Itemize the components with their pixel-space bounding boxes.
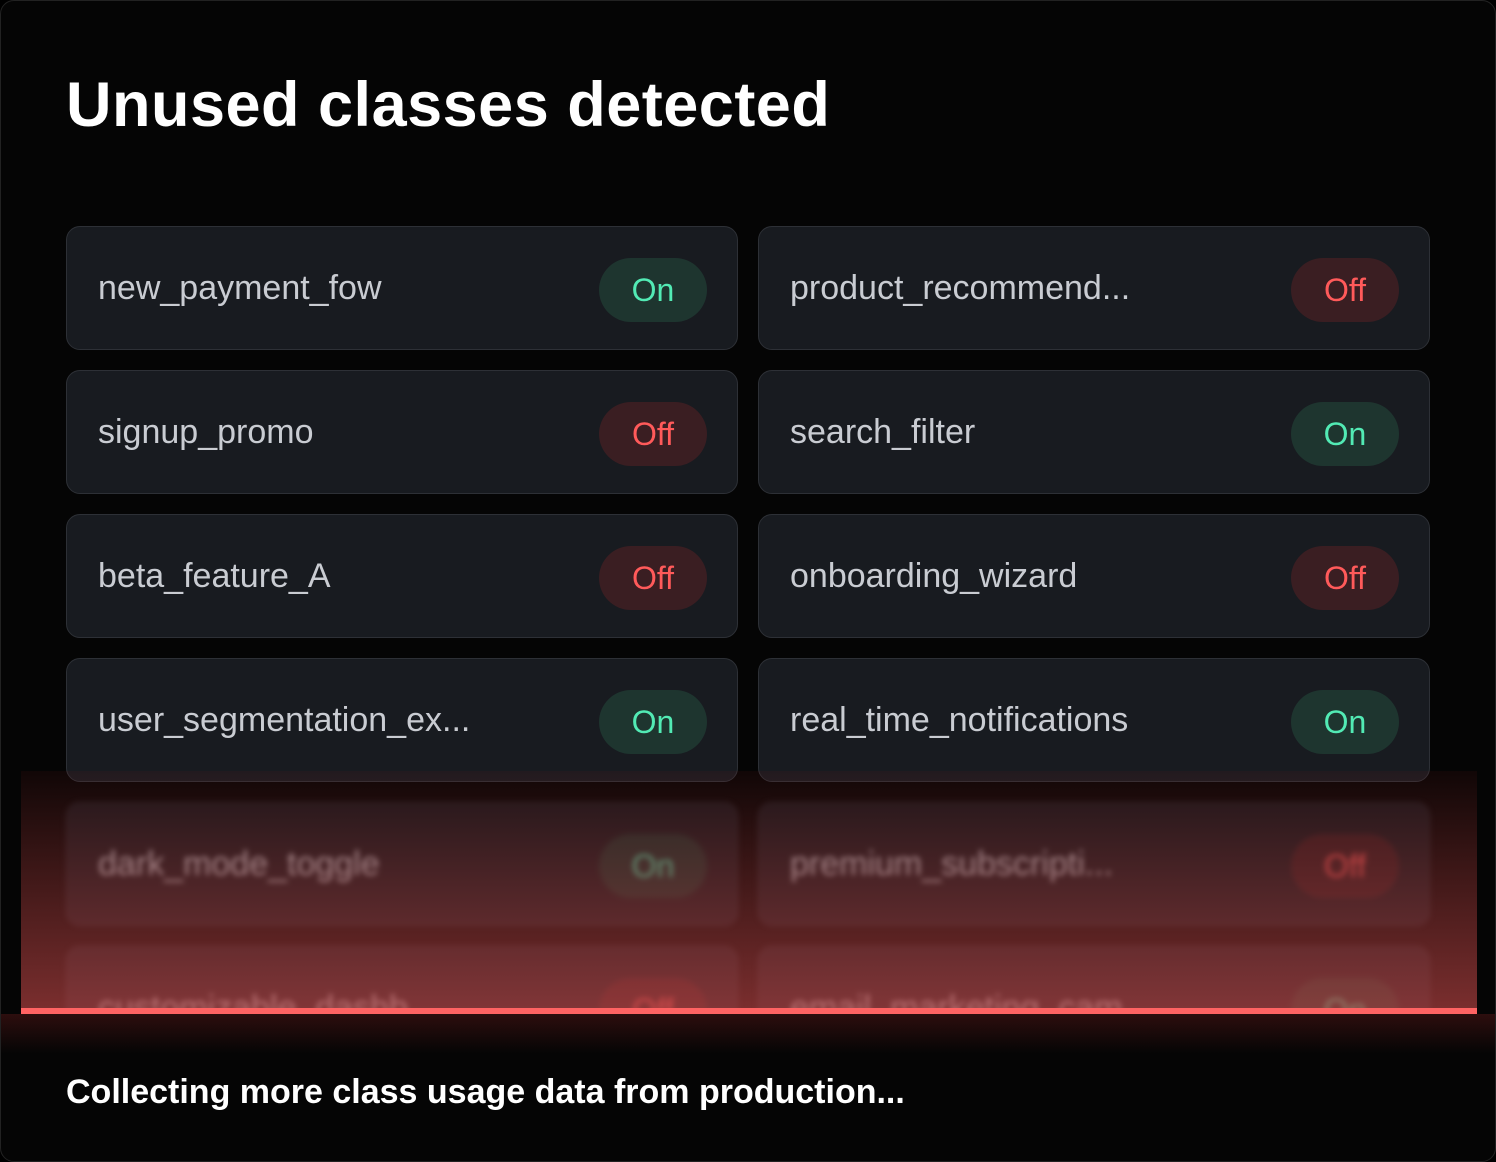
status-toggle[interactable]: On — [599, 258, 707, 322]
class-name: premium_subscripti... — [790, 845, 1114, 883]
status-toggle[interactable]: On — [599, 834, 707, 898]
class-card: beta_feature_A Off — [66, 514, 738, 638]
scan-glow — [1, 1014, 1495, 1054]
status-toggle[interactable]: Off — [1291, 258, 1399, 322]
loading-area: dark_mode_toggle On premium_subscripti... O… — [21, 771, 1477, 1011]
class-name: product_recommend... — [790, 269, 1131, 307]
status-toggle[interactable]: On — [599, 690, 707, 754]
class-name: signup_promo — [98, 413, 314, 451]
class-card: new_payment_fow On — [66, 226, 738, 350]
status-toggle[interactable]: Off — [599, 546, 707, 610]
class-name: dark_mode_toggle — [98, 845, 380, 883]
class-name: user_segmentation_ex... — [98, 701, 471, 739]
class-card: onboarding_wizard Off — [758, 514, 1430, 638]
class-card: signup_promo Off — [66, 370, 738, 494]
class-name: search_filter — [790, 413, 976, 451]
status-toggle[interactable]: Off — [599, 978, 707, 1011]
page-title: Unused classes detected — [66, 70, 831, 140]
status-toggle[interactable]: On — [1291, 402, 1399, 466]
status-toggle[interactable]: Off — [1291, 546, 1399, 610]
class-name: real_time_notifications — [790, 701, 1129, 739]
class-card: real_time_notifications On — [758, 658, 1430, 782]
status-message: Collecting more class usage data from pr… — [66, 1073, 905, 1111]
status-toggle[interactable]: Off — [1291, 834, 1399, 898]
status-toggle[interactable]: On — [1291, 690, 1399, 754]
status-toggle[interactable]: Off — [599, 402, 707, 466]
class-card: dark_mode_toggle On — [66, 802, 738, 926]
class-name: new_payment_fow — [98, 269, 382, 307]
class-name: onboarding_wizard — [790, 557, 1078, 595]
class-card: product_recommend... Off — [758, 226, 1430, 350]
class-card: user_segmentation_ex... On — [66, 658, 738, 782]
class-name: beta_feature_A — [98, 557, 331, 595]
class-card: customizable_dashb... Off — [66, 946, 738, 1011]
class-card: premium_subscripti... Off — [758, 802, 1430, 926]
class-card: email_marketing_cam... On — [758, 946, 1430, 1011]
status-toggle[interactable]: On — [1291, 978, 1399, 1011]
class-card: search_filter On — [758, 370, 1430, 494]
scan-progress-line — [21, 1008, 1477, 1014]
